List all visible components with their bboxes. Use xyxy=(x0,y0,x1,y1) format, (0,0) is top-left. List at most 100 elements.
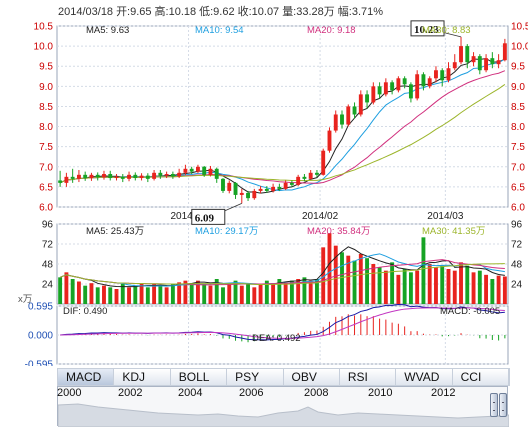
candle-body xyxy=(496,60,501,65)
tab-obv[interactable]: OBV xyxy=(284,369,340,385)
ma10-line xyxy=(59,58,506,192)
volume-bar xyxy=(195,280,200,304)
quote-low: 低:9.62 xyxy=(199,6,235,18)
ma30-line xyxy=(59,84,506,184)
quote-date: 2014/03/18 xyxy=(58,6,114,18)
candle-body xyxy=(177,172,182,177)
volume-bar xyxy=(365,258,370,304)
price-tick-left: 6.0 xyxy=(39,203,53,214)
volume-bar xyxy=(346,255,351,304)
volume-bar xyxy=(289,280,294,304)
volume-bar xyxy=(133,285,138,304)
volume-tick-right: 72 xyxy=(511,240,523,251)
volume-bar xyxy=(402,269,407,304)
volume-tick-left: 48 xyxy=(42,260,54,271)
annotation-high-label: 10.23 xyxy=(414,24,439,36)
volume-tick-right: 96 xyxy=(511,220,523,231)
dea-line xyxy=(60,307,505,339)
tab-cci[interactable]: CCI xyxy=(453,369,509,385)
candle-body xyxy=(415,74,420,99)
candle-body xyxy=(170,174,175,177)
volume-bar xyxy=(484,274,489,304)
candle-body xyxy=(308,172,313,179)
price-tick-left: 7.5 xyxy=(39,142,53,153)
candle-body xyxy=(120,176,125,179)
volume-tick-right: 24 xyxy=(511,280,523,291)
volume-bar xyxy=(102,285,106,304)
volume-bar xyxy=(390,262,395,304)
volume-bar xyxy=(76,281,81,304)
tab-kdj[interactable]: KDJ xyxy=(114,369,171,385)
volume-bar xyxy=(427,264,432,304)
volume-tick-left: 96 xyxy=(42,220,54,231)
candle-body xyxy=(377,86,382,95)
macd-tick-left: 0.595 xyxy=(28,302,53,313)
volume-bar xyxy=(183,280,188,304)
timeline-year-2008: 2008 xyxy=(304,387,329,399)
candle-body xyxy=(76,174,81,179)
candle-body xyxy=(133,174,138,179)
candle-body xyxy=(264,188,269,191)
timeline-navigator[interactable] xyxy=(57,386,509,427)
volume-legend-ma20: MA20: 35.84万 xyxy=(307,226,370,237)
price-tick-left: 6.5 xyxy=(39,182,53,193)
tab-boll[interactable]: BOLL xyxy=(171,369,228,385)
candle-body xyxy=(333,114,338,131)
volume-ma5-line xyxy=(59,246,505,288)
macd-legend-dif: DIF: 0.490 xyxy=(63,306,107,317)
quote-open: 开:9.65 xyxy=(116,6,152,18)
tab-psy[interactable]: PSY xyxy=(227,369,284,385)
candle-body xyxy=(346,106,351,125)
tab-macd[interactable]: MACD xyxy=(58,369,115,385)
volume-tick-left: 72 xyxy=(42,240,54,251)
candle-body xyxy=(258,188,263,191)
volume-bar xyxy=(321,247,326,304)
candle-body xyxy=(202,166,207,175)
price-tick-right: 9.0 xyxy=(511,82,525,93)
volume-bar xyxy=(202,284,207,304)
volume-bar xyxy=(152,284,157,304)
quote-change: 幅:3.71% xyxy=(337,6,384,18)
volume-bar xyxy=(371,264,376,304)
stock-chart: 6.0 6.0 6.5 6.5 7.0 7.0 7.5 7.5 8.0 8.0 8.5 8.5 9.0 9… xyxy=(18,20,528,366)
candle-body xyxy=(127,174,131,179)
candle-body xyxy=(83,174,88,179)
volume-ma30-line xyxy=(59,263,505,286)
tab-rsi[interactable]: RSI xyxy=(340,369,397,385)
volume-bar xyxy=(170,284,175,304)
quote-close: 收:10.07 xyxy=(237,6,280,18)
macd-legend-dea: DEA: 0.492 xyxy=(252,333,301,344)
volume-bar xyxy=(302,277,307,304)
timeline-left-handle[interactable] xyxy=(490,393,498,417)
volume-bar xyxy=(477,270,482,304)
volume-bar xyxy=(139,283,144,304)
volume-bar xyxy=(452,270,457,304)
candle-body xyxy=(158,172,163,176)
candle-body xyxy=(233,182,238,195)
timeline-year-2006: 2006 xyxy=(239,387,264,399)
candle-body xyxy=(434,70,438,79)
volume-bar xyxy=(315,279,319,304)
date-tick-label: 2014/02 xyxy=(302,211,339,222)
price-tick-left: 9.0 xyxy=(39,82,53,93)
volume-bar xyxy=(434,267,438,304)
volume-bar xyxy=(496,275,501,304)
annotation-box xyxy=(191,208,226,225)
volume-bar xyxy=(440,265,445,304)
volume-unit-label: x万 xyxy=(18,294,32,305)
ma5-line xyxy=(59,58,506,194)
candle-body xyxy=(427,78,432,87)
price-legend-ma5: MA5: 9.63 xyxy=(86,25,129,36)
volume-bar xyxy=(95,287,100,304)
price-legend-ma20: MA20: 9.18 xyxy=(307,25,356,36)
candle-body xyxy=(221,178,225,191)
volume-legend-ma5: MA5: 25.43万 xyxy=(86,226,144,237)
price-tick-right: 7.5 xyxy=(511,142,525,153)
candle-body xyxy=(452,62,457,69)
volume-bar xyxy=(490,279,495,304)
volume-bar xyxy=(446,269,451,304)
candle-body xyxy=(327,130,332,151)
macd-legend-macd: MACD: -0.005 xyxy=(440,306,500,317)
timeline-right-handle[interactable] xyxy=(499,393,507,417)
tab-wvad[interactable]: WVAD xyxy=(396,369,453,385)
